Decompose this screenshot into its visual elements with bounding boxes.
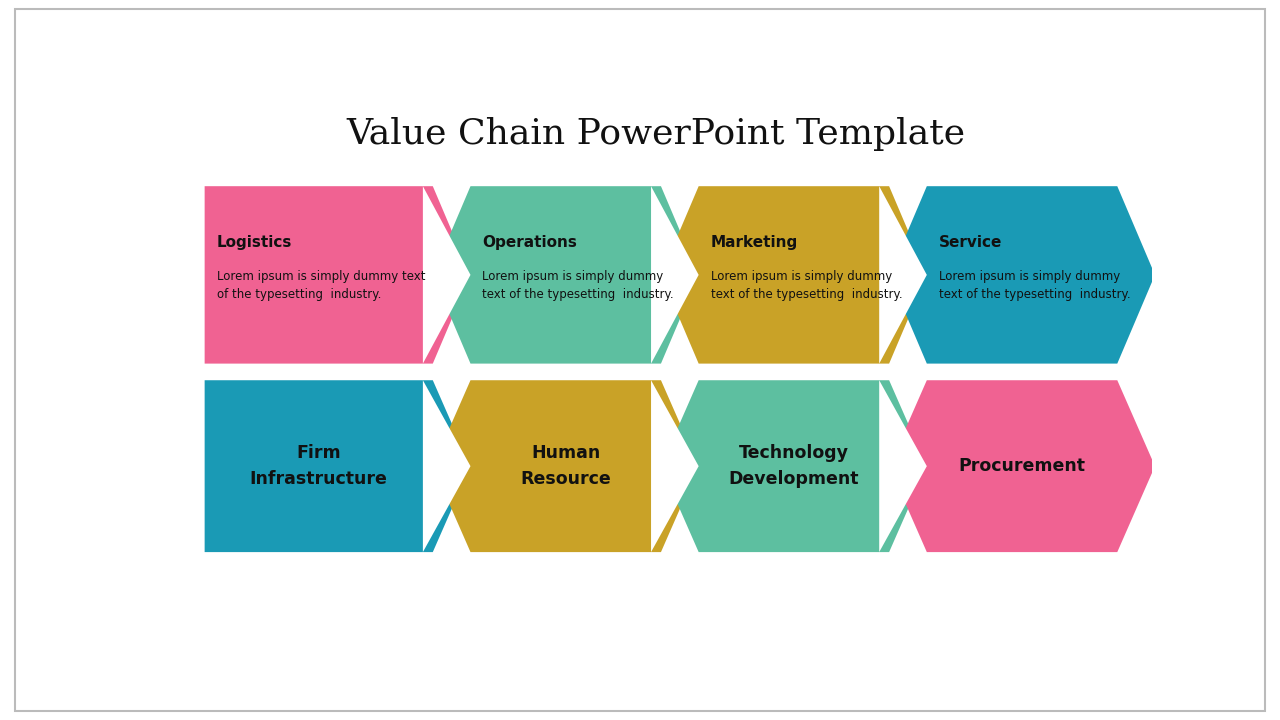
- Text: Marketing: Marketing: [710, 235, 797, 251]
- Text: Procurement: Procurement: [959, 457, 1085, 475]
- Text: Lorem ipsum is simply dummy
text of the typesetting  industry.: Lorem ipsum is simply dummy text of the …: [938, 270, 1130, 301]
- Polygon shape: [433, 186, 699, 364]
- Text: Lorem ipsum is simply dummy
text of the typesetting  industry.: Lorem ipsum is simply dummy text of the …: [710, 270, 902, 301]
- Polygon shape: [652, 186, 699, 364]
- Polygon shape: [205, 186, 471, 364]
- Text: Operations: Operations: [483, 235, 577, 251]
- Polygon shape: [433, 380, 699, 552]
- Polygon shape: [890, 186, 1155, 364]
- Text: Value Chain PowerPoint Template: Value Chain PowerPoint Template: [347, 117, 965, 150]
- Text: Logistics: Logistics: [216, 235, 292, 251]
- Polygon shape: [422, 380, 471, 552]
- Polygon shape: [660, 380, 927, 552]
- Text: Firm
Infrastructure: Firm Infrastructure: [250, 444, 388, 488]
- Polygon shape: [660, 186, 927, 364]
- Text: Technology
Development: Technology Development: [728, 444, 859, 488]
- Polygon shape: [205, 380, 471, 552]
- Text: Service: Service: [938, 235, 1002, 251]
- Text: Human
Resource: Human Resource: [521, 444, 611, 488]
- Polygon shape: [422, 186, 471, 364]
- Text: Lorem ipsum is simply dummy
text of the typesetting  industry.: Lorem ipsum is simply dummy text of the …: [483, 270, 675, 301]
- Text: Lorem ipsum is simply dummy text
of the typesetting  industry.: Lorem ipsum is simply dummy text of the …: [216, 270, 425, 301]
- Polygon shape: [652, 380, 699, 552]
- Polygon shape: [879, 186, 927, 364]
- Polygon shape: [890, 380, 1155, 552]
- Polygon shape: [879, 380, 927, 552]
